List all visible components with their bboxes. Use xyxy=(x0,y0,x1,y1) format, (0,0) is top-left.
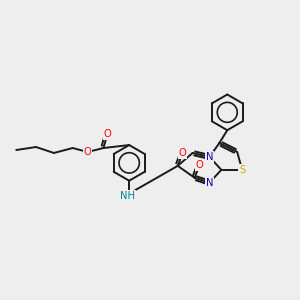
Text: N: N xyxy=(206,178,213,188)
Text: N: N xyxy=(206,152,213,162)
Text: S: S xyxy=(239,165,245,175)
Text: NH: NH xyxy=(120,190,135,201)
Text: O: O xyxy=(196,160,203,170)
Text: O: O xyxy=(84,147,92,157)
Text: O: O xyxy=(179,148,187,158)
Text: O: O xyxy=(103,129,111,139)
